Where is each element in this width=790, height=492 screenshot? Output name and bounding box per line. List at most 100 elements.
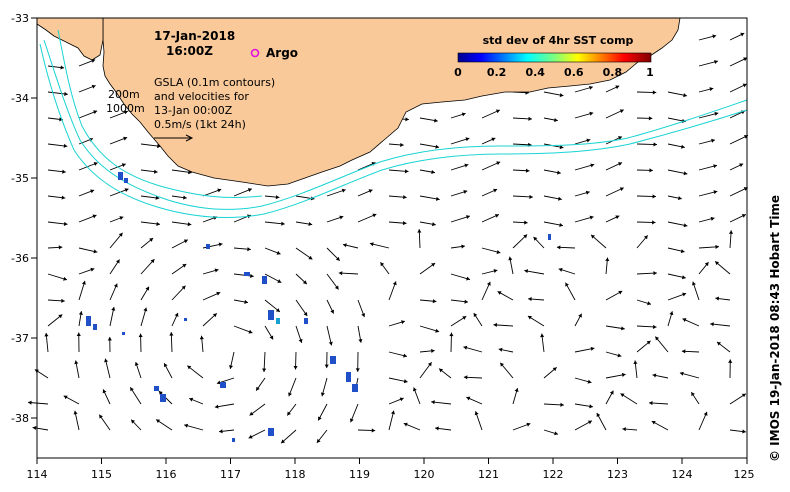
velocity-arrowhead	[155, 195, 160, 200]
velocity-arrowhead	[679, 371, 684, 376]
velocity-arrowhead	[682, 292, 687, 297]
velocity-arrowhead	[61, 298, 65, 303]
velocity-arrowhead	[92, 214, 97, 219]
velocity-arrowhead	[435, 426, 439, 431]
velocity-arrowhead	[439, 368, 444, 373]
velocity-arrowhead	[526, 422, 531, 427]
velocity-arrowhead	[649, 168, 653, 173]
velocity-arrowhead	[619, 187, 624, 192]
colorbar-ticks: 0 0.2 0.4 0.6 0.8 1	[454, 66, 654, 79]
velocity-arrowhead	[401, 320, 405, 325]
velocity-arrowhead	[188, 170, 192, 175]
velocity-arrowhead	[76, 332, 81, 337]
velocity-arrowhead	[328, 341, 333, 346]
velocity-arrowhead	[682, 318, 687, 322]
velocity-arrowhead	[78, 311, 83, 315]
velocity-arrowhead	[653, 142, 657, 147]
velocity-arrowhead	[683, 223, 688, 228]
velocity-arrowhead	[335, 256, 340, 261]
velocity-arrowhead	[189, 397, 194, 402]
velocity-arrowhead	[276, 250, 281, 255]
x-tick-label: 116	[156, 468, 177, 481]
velocity-arrowhead	[143, 307, 148, 312]
x-tick-label: 123	[607, 468, 628, 481]
velocity-arrowhead	[158, 391, 163, 395]
velocity-arrowhead	[463, 345, 468, 350]
velocity-arrowhead	[596, 412, 601, 417]
velocity-arrowhead	[552, 367, 557, 372]
velocity-arrowhead	[525, 168, 530, 173]
velocity-arrowhead	[93, 110, 98, 115]
velocity-arrowhead	[493, 188, 498, 193]
velocity-arrowhead	[589, 111, 594, 116]
velocity-arrowhead	[90, 267, 95, 272]
velocity-arrowhead	[728, 230, 734, 234]
velocity-arrowhead	[589, 215, 594, 220]
velocity-arrowhead	[281, 221, 285, 226]
velocity-arrowhead	[557, 170, 561, 175]
velocity-arrowhead	[163, 363, 168, 368]
velocity-arrowhead	[145, 286, 149, 291]
x-tick-label: 120	[414, 468, 435, 481]
velocity-arrowhead	[432, 299, 437, 304]
velocity-arrowhead	[330, 309, 335, 314]
velocity-arrowhead	[464, 299, 469, 304]
velocity-arrowhead	[156, 221, 160, 226]
velocity-arrowhead	[124, 188, 129, 193]
velocity-arrowhead	[559, 222, 563, 227]
velocity-arrowhead	[288, 392, 292, 397]
velocity-arrowhead	[497, 291, 502, 295]
velocity-arrowhead	[400, 142, 404, 147]
velocity-arrowhead	[93, 249, 98, 254]
velocity-arrowhead	[578, 313, 582, 318]
velocity-arrowhead	[558, 267, 563, 272]
colorbar-title: std dev of 4hr SST comp	[483, 34, 634, 47]
velocity-arrowhead	[473, 313, 478, 318]
velocity-arrowhead	[712, 34, 717, 39]
velocity-arrowhead	[181, 285, 186, 290]
velocity-arrowhead	[533, 236, 538, 241]
velocity-arrowhead	[138, 333, 143, 338]
velocity-arrowhead	[341, 188, 346, 193]
map-date: 17-Jan-2018	[154, 29, 235, 43]
velocity-arrowhead	[652, 220, 656, 225]
velocity-arrowhead	[622, 427, 626, 432]
y-tick-label: -34	[11, 92, 29, 105]
velocity-arrowhead	[62, 169, 66, 174]
velocity-arrowhead	[609, 390, 614, 395]
velocity-arrowhead	[404, 169, 409, 174]
velocity-arrowhead	[316, 438, 321, 443]
y-tick-label: -35	[11, 172, 29, 185]
velocity-arrowhead	[183, 239, 188, 244]
velocity-arrowhead	[63, 221, 68, 226]
velocity-arrowhead	[462, 316, 467, 320]
velocity-arrowhead	[615, 85, 620, 90]
velocity-arrowhead	[349, 418, 354, 423]
velocity-arrowhead	[493, 268, 498, 273]
colorbar-tick-label: 0.4	[525, 66, 545, 79]
velocity-arrowhead	[275, 195, 280, 200]
velocity-arrowhead	[90, 189, 95, 194]
credit-text: © IMOS 19-Jan-2018 08:43 Hobart Time	[768, 195, 782, 462]
velocity-arrowhead	[523, 234, 528, 239]
velocity-arrowhead	[653, 324, 657, 329]
velocity-arrowhead	[417, 229, 422, 233]
velocity-arrowhead	[256, 386, 260, 391]
velocity-arrowhead	[435, 144, 440, 149]
velocity-arrowhead	[643, 235, 648, 240]
velocity-arrowhead	[704, 262, 709, 267]
velocity-arrowhead	[713, 164, 718, 169]
velocity-arrowhead	[380, 262, 385, 267]
x-tick-label: 115	[91, 468, 112, 481]
velocity-arrowhead	[310, 196, 315, 201]
velocity-arrowhead	[498, 347, 503, 352]
y-tick-label: -33	[11, 12, 29, 25]
velocity-arrowhead	[474, 411, 479, 416]
velocity-arrowhead	[64, 91, 68, 96]
velocity-arrowhead	[496, 161, 501, 166]
velocity-arrowhead	[587, 420, 592, 425]
y-tick-label: -36	[11, 252, 29, 265]
velocity-arrowhead	[372, 213, 377, 218]
velocity-arrowhead	[529, 194, 533, 199]
